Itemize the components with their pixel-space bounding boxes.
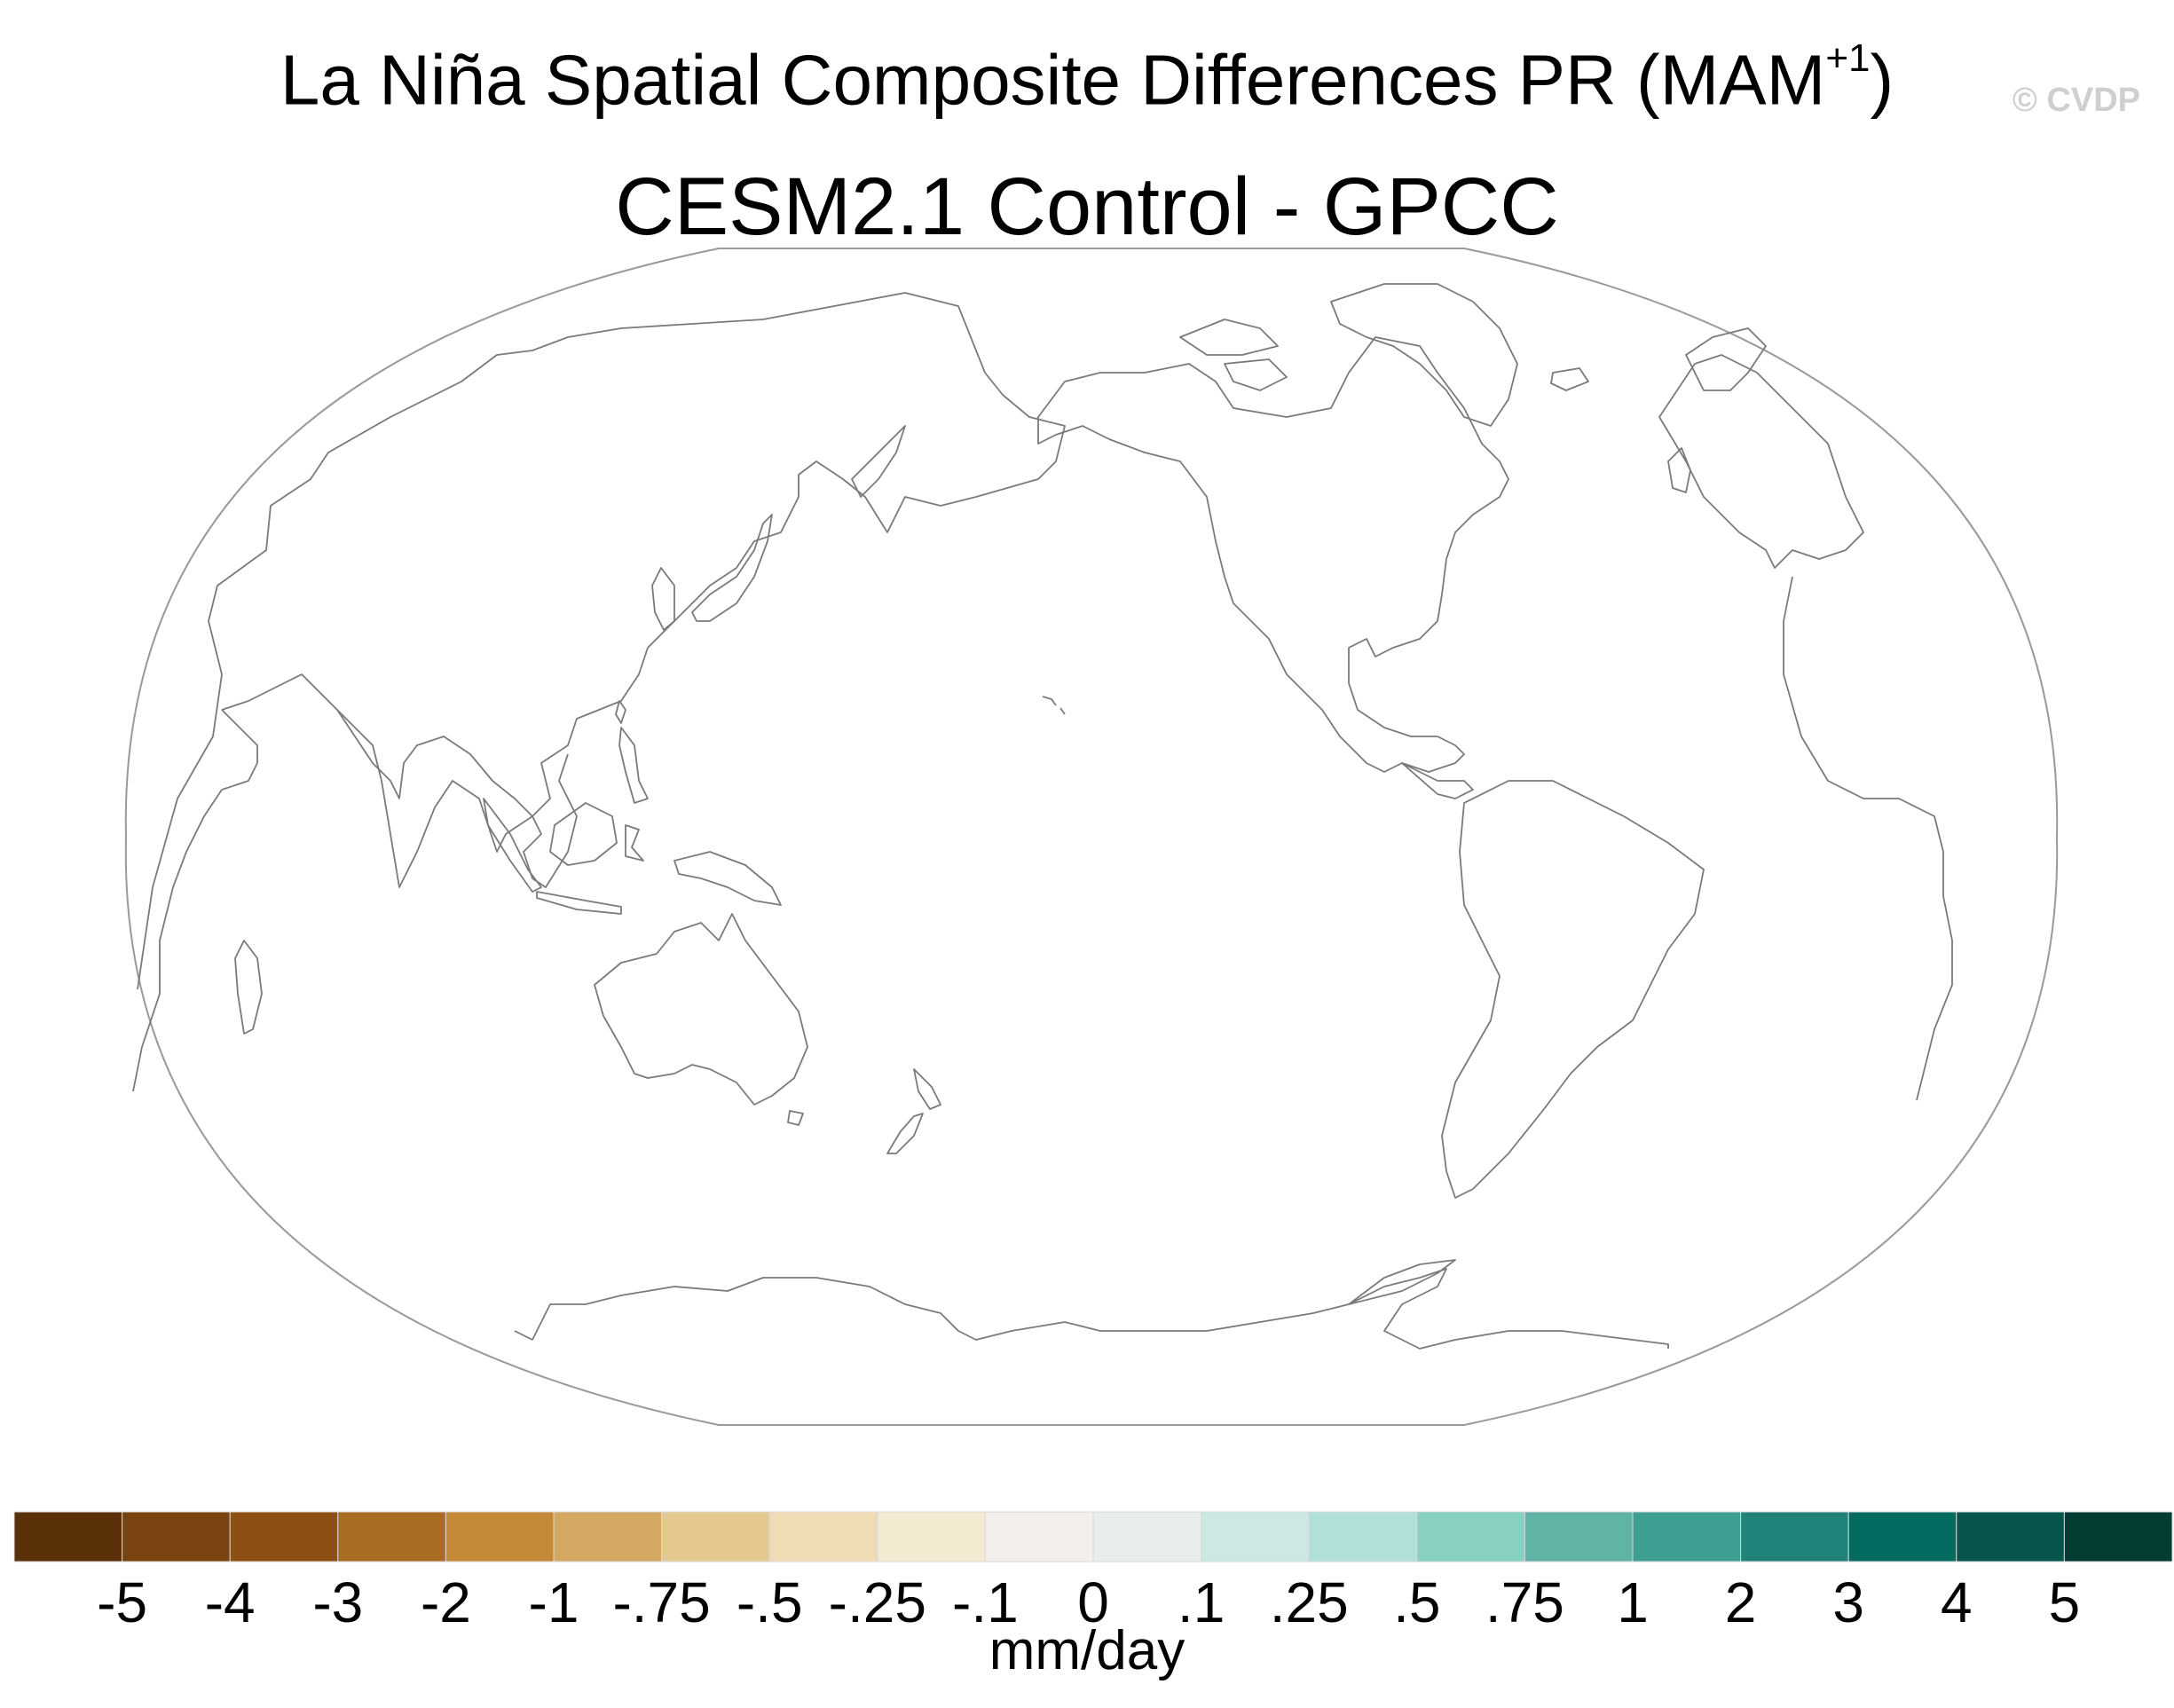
- colorbar-swatch: [1847, 1511, 1957, 1562]
- colorbar-tick-label: -2: [421, 1570, 471, 1634]
- coastline-central-america: [1401, 762, 1474, 799]
- colorbar-tick-label: -4: [205, 1570, 256, 1634]
- colorbar-tick-label: -.1: [952, 1570, 1019, 1634]
- colorbar-tick-label: 3: [1832, 1570, 1864, 1634]
- colorbar-swatch: [553, 1511, 663, 1562]
- coastline-india: [336, 709, 493, 799]
- colorbar-swatch: [1416, 1511, 1525, 1562]
- coastline-indochina: [492, 753, 578, 888]
- coastline-taiwan: [615, 700, 626, 724]
- colorbar-swatch: [445, 1511, 555, 1562]
- coastline-sumatra: [483, 798, 542, 893]
- colorbar-swatch: [337, 1511, 446, 1562]
- colorbar-swatch: [768, 1511, 878, 1562]
- colorbar-units: mm/day: [989, 1620, 1185, 1681]
- title-close: ): [1870, 40, 1894, 120]
- colorbar-tick-label: .1: [1178, 1570, 1225, 1634]
- colorbar-tick-label: -1: [529, 1570, 579, 1634]
- colorbar-swatch: [13, 1511, 123, 1562]
- colorbar-swatch: [1092, 1511, 1202, 1562]
- coastline-south-america: [1441, 780, 1705, 1199]
- coastline-iceland: [1550, 367, 1589, 391]
- coastline-japan: [691, 514, 773, 622]
- coastline-tasmania: [787, 1110, 804, 1126]
- colorbar-swatch: [1524, 1511, 1634, 1562]
- colorbar-tick-label: .5: [1393, 1570, 1440, 1634]
- colorbar-tick-label: 2: [1725, 1570, 1757, 1634]
- colorbar-tick-label: -.5: [736, 1570, 803, 1634]
- colorbar-tick-label: .75: [1485, 1570, 1564, 1634]
- coastline-madagascar: [234, 940, 263, 1035]
- colorbar-swatch: [1740, 1511, 1849, 1562]
- colorbar-swatch: [1632, 1511, 1742, 1562]
- colorbar-swatch: [984, 1511, 1094, 1562]
- colorbar-tick-label: -3: [312, 1570, 363, 1634]
- coastline-new-guinea: [673, 851, 782, 906]
- coastline-sulawesi: [625, 824, 644, 862]
- colorbar-swatch: [2063, 1511, 2173, 1562]
- coastline-africa-west: [1783, 576, 1953, 1101]
- coastline-australia: [594, 913, 808, 1106]
- title-main: La Niña Spatial Composite Differences PR…: [280, 40, 1826, 120]
- colorbar-swatch: [1956, 1511, 2065, 1562]
- coastline-africa: [132, 709, 258, 1092]
- chart-subtitle: CESM2.1 Control - GPCC: [615, 161, 1559, 252]
- chart-title: La Niña Spatial Composite Differences PR…: [0, 25, 2174, 123]
- colorbar-swatch: [877, 1511, 986, 1562]
- coastline-europe: [1658, 354, 1864, 569]
- colorbar-tick-label: 1: [1617, 1570, 1649, 1634]
- coastline-borneo: [549, 802, 618, 866]
- coastline-philippines: [618, 727, 649, 804]
- coastline-north-america: [1037, 336, 1509, 773]
- coastline-scandinavia: [1685, 327, 1767, 391]
- coastline-asia: [137, 292, 1066, 990]
- coastline-uk: [1667, 447, 1691, 493]
- colorbar-tick-label: 0: [1077, 1570, 1109, 1634]
- colorbar-swatch: [1201, 1511, 1310, 1562]
- credit-watermark: © CVDP: [2012, 82, 2140, 119]
- colorbar-tick-label: -.25: [829, 1570, 926, 1634]
- colorbar-swatch: [229, 1511, 339, 1562]
- coastline-antarctica: [514, 1268, 1669, 1350]
- colorbar-swatch: [122, 1511, 231, 1562]
- coastline-java: [536, 891, 622, 915]
- coastline-korea: [651, 567, 675, 631]
- colorbar-tick-label: -5: [97, 1570, 147, 1634]
- colorbar-tick-label: 5: [2049, 1570, 2081, 1634]
- coastline-greenland: [1330, 283, 1518, 427]
- colorbar-tick-label: .25: [1270, 1570, 1349, 1634]
- coastline-hawaii: [1042, 696, 1066, 715]
- map-boundary: [124, 248, 2059, 1426]
- colorbar-tick-label: 4: [1941, 1570, 1973, 1634]
- coastline-kamchatka: [851, 425, 906, 498]
- colorbar-swatch: [1308, 1511, 1418, 1562]
- colorbar-swatch: [661, 1511, 770, 1562]
- coastline-new-zealand: [886, 1068, 941, 1154]
- colorbar-tick-label: -.75: [612, 1570, 710, 1634]
- title-superscript: +1: [1825, 36, 1871, 80]
- coastline-arctic-islands: [1179, 319, 1288, 391]
- coastline-antarctic-peninsula: [1348, 1259, 1456, 1305]
